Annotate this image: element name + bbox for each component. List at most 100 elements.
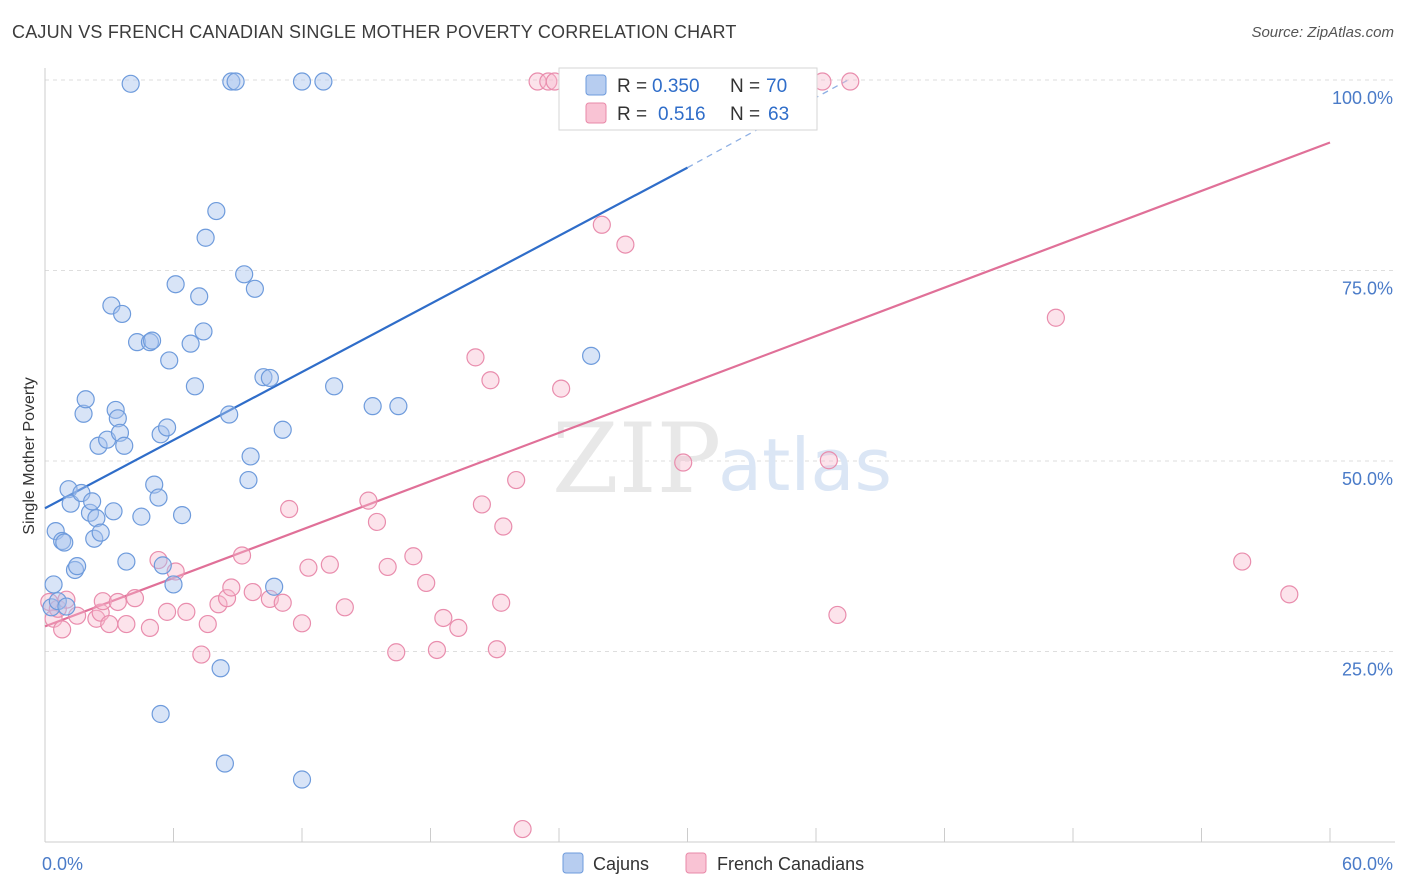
french-canadian-trend-line [44,141,1331,628]
french-canadian-point [494,517,513,536]
y-axis-label: Single Mother Poverty [21,377,38,534]
french-canadian-point [592,215,611,234]
series-legend: Cajuns French Canadians [562,852,864,874]
cajun-point [273,420,292,439]
cajun-point [196,228,215,247]
cajun-point [157,418,177,437]
cajun-point [194,322,213,341]
cajun-point [149,488,168,507]
y-tick-label: 75.0% [1342,279,1393,299]
cajun-point [104,502,123,521]
french-canadian-point [93,592,112,611]
x-tick-label-max: 60.0% [1342,854,1393,874]
french-canadian-point [487,640,506,659]
french-canadian-point [222,578,241,597]
source-credit: Source: ZipAtlas.com [1251,24,1394,41]
french-canadian-point [828,605,847,625]
french-canadian-point [198,614,217,634]
cajun-point [166,275,185,294]
cajun-point [235,265,254,284]
french-canadian-point [1280,585,1299,604]
cajun-point [153,556,172,575]
french-canadian-point [552,379,571,398]
french-canadian-point [427,640,447,660]
french-canadian-point [53,620,72,639]
cajun-point [211,659,230,678]
french-canadian-point [217,589,237,608]
french-canadian-point [481,371,500,390]
legend-r-value-1: 0.350 [652,76,700,97]
cajun-point [389,397,408,416]
french-canadian-point [492,593,511,612]
trend-lines [44,79,1331,628]
french-canadian-point [299,558,318,577]
cajun-points [42,72,601,789]
cajun-point [76,390,95,409]
cajun-point [61,494,80,513]
legend-n-value-1: 70 [766,76,787,97]
legend-n-label-2: N = [730,104,760,125]
french-canadian-point [108,592,127,612]
axes [44,68,1395,843]
cajun-point [245,279,264,298]
french-canadian-point [1233,552,1252,571]
french-canadian-point [841,72,860,91]
french-canadian-point [513,819,532,839]
cajun-point [44,575,63,594]
cajun-point [83,492,102,511]
y-tick-label: 50.0% [1342,469,1393,489]
french-canadian-point [819,451,838,470]
watermark-atlas: atlas [718,423,892,507]
bottom-legend-swatch-french [685,852,707,874]
legend-r-label-2: R = [617,104,647,125]
cajun-point [181,334,200,353]
cajun-point [68,557,87,576]
french-canadian-point [1046,308,1065,327]
cajun-point [164,575,183,594]
cajun-point [190,287,209,306]
bottom-legend-cajuns: Cajuns [593,854,649,874]
cajun-point [121,74,140,93]
cajun-point [226,72,245,91]
cajun-point [115,436,134,455]
french-canadian-point [292,614,312,633]
watermark: ZIP atlas [552,403,892,515]
cajun-point [91,523,110,542]
french-canadian-point [157,602,177,621]
cajun-point [87,509,106,528]
legend-swatch-cajuns [585,74,607,96]
cajun-point [151,704,170,724]
cajun-point [108,409,127,428]
french-canadian-point [280,499,299,519]
french-canadian-point [472,495,491,514]
cajun-point [151,425,170,444]
french-canadian-point [232,546,252,565]
cajun-point [314,72,333,91]
french-canadian-point [674,453,693,472]
cajun-point [239,470,258,490]
cajun-point [172,506,192,525]
tick-labels: 25.0% 50.0% 75.0% 100.0% 0.0% 60.0% [42,88,1393,874]
cajun-point [363,397,382,416]
french-canadian-point [140,618,160,637]
correlation-legend: R = 0.350 N = 70 R = 0.516 N = 63 [558,67,818,131]
french-canadian-point [466,348,485,367]
french-canadian-point [359,491,378,510]
cajun-point [220,405,239,424]
french-canadian-point [273,593,292,612]
french-canadian-point [434,608,453,628]
cajun-point [260,368,279,388]
french-canadian-point [387,643,406,662]
cajun-point [132,507,151,526]
gridlines [45,79,1395,652]
legend-r-label-1: R = [617,76,647,97]
cajun-point [215,754,234,773]
x-tick-label-min: 0.0% [42,854,83,874]
cajun-point [241,447,260,466]
cajun-point [117,552,136,571]
french-canadian-points [40,72,1299,839]
cajun-point [292,72,312,91]
cajun-point [207,201,226,221]
french-canadian-point [616,235,635,254]
